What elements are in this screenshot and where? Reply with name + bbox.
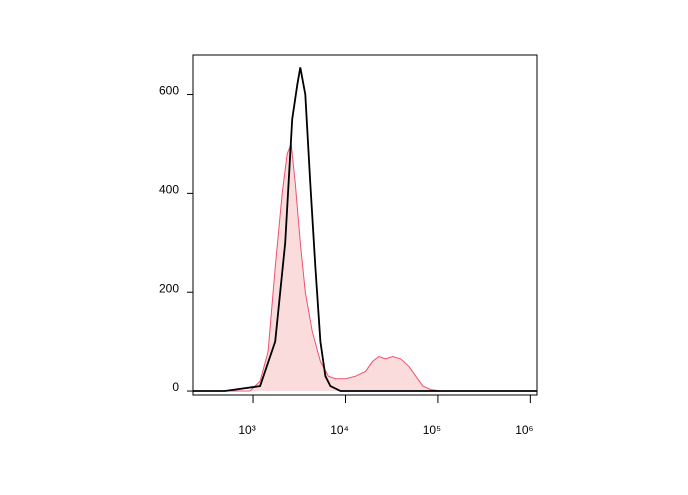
y-tick-label: 400 [159,183,179,197]
line [193,143,537,392]
x-tick-label: 10⁵ [423,423,441,437]
x-tick-label: 10⁶ [515,423,533,437]
line [193,67,537,392]
y-tick-label: 600 [159,84,179,98]
plot-frame [192,54,538,396]
area [193,144,537,392]
x-tick-label: 10⁴ [330,423,349,437]
y-tick-label: 0 [172,380,179,394]
x-tick-label: 10³ [238,423,255,437]
y-tick-label: 200 [159,281,179,295]
